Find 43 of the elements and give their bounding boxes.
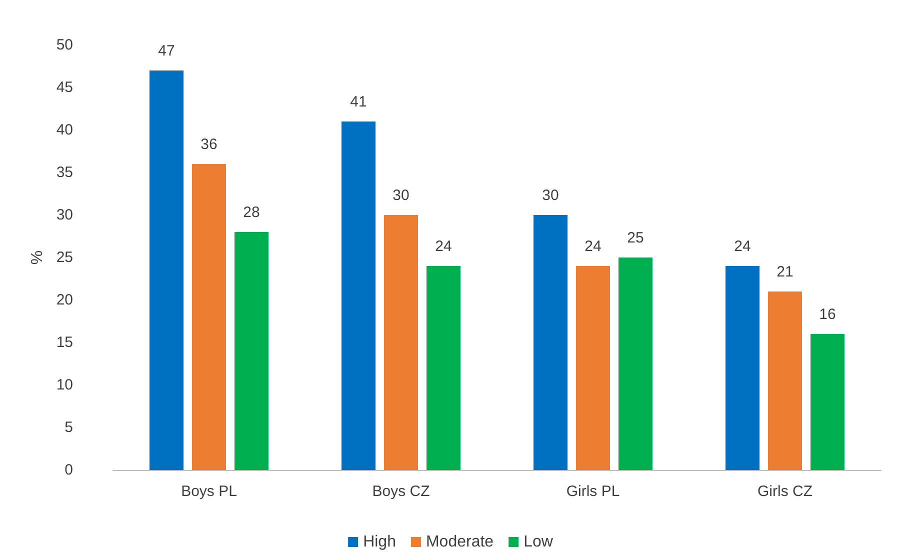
bar	[341, 122, 376, 470]
y-tick-label: 30	[56, 206, 73, 224]
bar	[810, 334, 845, 470]
legend-label: Moderate	[426, 534, 494, 550]
bar	[768, 292, 802, 470]
x-tick-label: Girls PL	[566, 483, 620, 500]
y-tick-label: 45	[56, 79, 73, 96]
data-label: 30	[392, 187, 410, 204]
data-label: 25	[627, 230, 644, 246]
y-tick-label: 50	[56, 36, 73, 54]
bar	[149, 70, 184, 470]
data-label: 36	[200, 136, 218, 153]
data-label: 28	[243, 204, 260, 221]
bar	[618, 258, 653, 470]
y-tick-label: 0	[64, 462, 73, 478]
y-tick-label: 35	[56, 164, 73, 181]
data-label: 24	[584, 238, 602, 255]
data-label: 24	[435, 238, 452, 255]
bar	[426, 266, 461, 470]
bar	[234, 232, 269, 470]
bar	[384, 215, 418, 470]
data-label: 21	[776, 264, 794, 280]
data-label: 47	[158, 42, 175, 60]
y-tick-label: 5	[64, 419, 73, 436]
bar	[192, 164, 226, 470]
data-label: 24	[734, 238, 751, 255]
y-tick-label: 25	[56, 249, 73, 266]
data-label: 30	[542, 187, 559, 204]
y-tick-label: 20	[56, 292, 73, 308]
y-tick-label: 15	[56, 334, 73, 351]
x-tick-label: Girls CZ	[758, 483, 812, 500]
legend-label: Low	[524, 534, 554, 550]
y-tick-label: 10	[56, 376, 73, 394]
bar	[533, 215, 568, 470]
bar	[576, 266, 610, 470]
data-label: 41	[350, 94, 367, 110]
y-axis-title: %	[28, 250, 46, 265]
data-label: 16	[819, 306, 836, 323]
y-tick-label: 40	[56, 122, 73, 138]
bar	[725, 266, 760, 470]
x-tick-label: Boys CZ	[372, 483, 430, 500]
legend-label: High	[363, 534, 396, 550]
x-tick-label: Boys PL	[181, 483, 237, 500]
